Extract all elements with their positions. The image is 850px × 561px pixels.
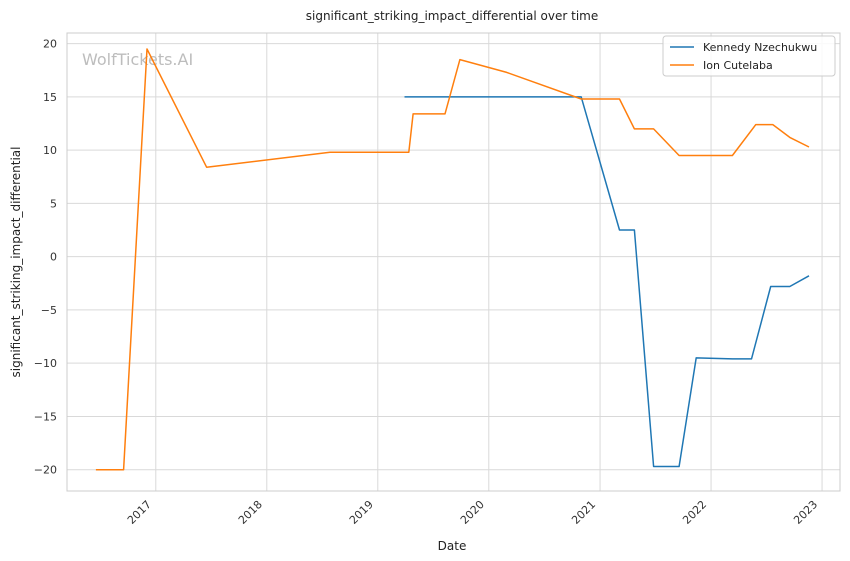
x-tick-label: 2020 bbox=[458, 498, 487, 527]
x-tick-label: 2017 bbox=[125, 498, 154, 527]
plot-area bbox=[66, 32, 841, 492]
grid bbox=[67, 33, 840, 491]
x-axis-title: Date bbox=[438, 539, 467, 553]
legend-label: Ion Cutelaba bbox=[703, 59, 773, 72]
legend: Kennedy Nzechukwu Ion Cutelaba bbox=[662, 35, 836, 77]
series-line-0 bbox=[404, 96, 810, 468]
y-tick-label: −5 bbox=[41, 304, 57, 317]
y-tick-label: 5 bbox=[50, 197, 57, 210]
x-tick-label: 2021 bbox=[569, 498, 598, 527]
x-tick-label: 2018 bbox=[236, 498, 265, 527]
y-tick-label: −20 bbox=[34, 464, 57, 477]
chart-title: significant_striking_impact_differential… bbox=[306, 9, 598, 23]
series-layer bbox=[95, 48, 810, 471]
legend-box bbox=[662, 35, 836, 77]
series-line-1 bbox=[95, 48, 810, 471]
x-tick-label: 2019 bbox=[347, 498, 376, 527]
y-axis: 20 15 10 5 0 −5 −10 −15 −20 bbox=[34, 38, 57, 477]
y-tick-label: 15 bbox=[43, 91, 57, 104]
legend-label: Kennedy Nzechukwu bbox=[703, 41, 817, 54]
y-tick-label: −10 bbox=[34, 357, 57, 370]
y-tick-label: 20 bbox=[43, 38, 57, 51]
x-tick-label: 2023 bbox=[791, 498, 820, 527]
watermark: WolfTickets.AI bbox=[82, 50, 193, 69]
y-tick-label: 0 bbox=[50, 251, 57, 264]
x-axis: 2017 2018 2019 2020 2021 2022 2023 bbox=[125, 498, 820, 527]
y-tick-label: 10 bbox=[43, 144, 57, 157]
x-tick-label: 2022 bbox=[680, 498, 709, 527]
y-tick-label: −15 bbox=[34, 410, 57, 423]
y-axis-title: significant_striking_impact_differential bbox=[9, 147, 23, 378]
